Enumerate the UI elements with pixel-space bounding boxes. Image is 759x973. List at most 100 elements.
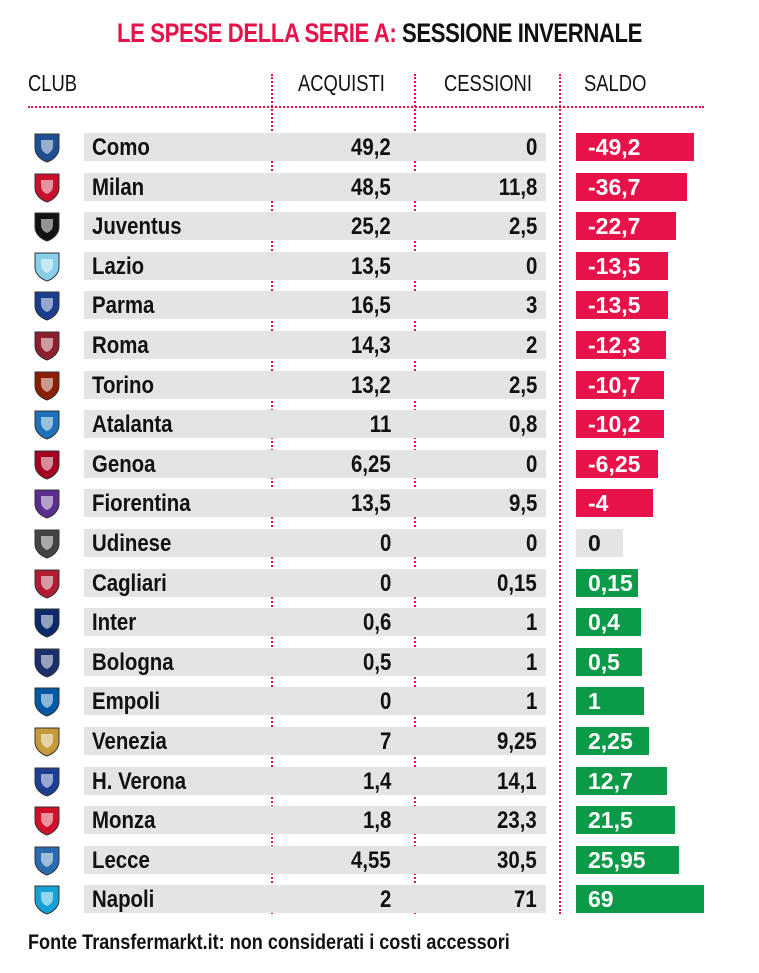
cessioni-value: 0 — [525, 450, 537, 478]
row-band — [84, 370, 546, 399]
cessioni-value: 1 — [525, 609, 537, 637]
club-crest-icon — [34, 529, 60, 559]
acquisti-value: 48,5 — [351, 173, 391, 201]
club-name: Parma — [92, 292, 155, 320]
acquisti-value: 2 — [379, 886, 391, 914]
row-band — [84, 568, 546, 597]
acquisti-value: 25,2 — [351, 213, 391, 241]
table-row: Parma 16,5 3 -13,5 — [0, 291, 759, 321]
saldo-bar: -22,7 — [576, 212, 676, 241]
club-name: Genoa — [92, 450, 156, 478]
row-band — [84, 291, 546, 320]
club-crest-icon — [34, 331, 60, 361]
table-row: Monza 1,8 23,3 21,5 — [0, 806, 759, 836]
cessioni-value: 30,5 — [497, 846, 537, 874]
acquisti-value: 1,4 — [362, 767, 391, 795]
club-name: Atalanta — [92, 411, 173, 439]
saldo-bar: 69 — [576, 885, 704, 914]
club-crest-icon — [34, 806, 60, 836]
club-crest-icon — [34, 371, 60, 401]
club-name: Torino — [92, 371, 154, 399]
saldo-bar: 0 — [576, 529, 623, 557]
saldo-bar: -12,3 — [576, 331, 666, 359]
club-crest-icon — [34, 727, 60, 757]
row-band — [84, 133, 546, 161]
table-row: Atalanta 11 0,8 -10,2 — [0, 410, 759, 440]
club-crest-icon — [34, 291, 60, 321]
acquisti-value: 4,55 — [351, 846, 391, 874]
table-row: Fiorentina 13,5 9,5 -4 — [0, 489, 759, 519]
table-row: Lazio 13,5 0 -13,5 — [0, 251, 759, 282]
club-name: Roma — [92, 332, 149, 359]
acquisti-value: 0 — [379, 530, 391, 557]
cessioni-value: 0 — [525, 530, 537, 557]
table-row: Genoa 6,25 0 -6,25 — [0, 449, 759, 480]
club-name: Lecce — [92, 846, 150, 874]
cessioni-value: 2 — [525, 332, 537, 359]
row-band — [84, 331, 546, 359]
club-name: Napoli — [92, 886, 155, 914]
table-row: H. Verona 1,4 14,1 12,7 — [0, 766, 759, 797]
row-band — [84, 885, 546, 914]
cessioni-value: 11,8 — [498, 173, 537, 201]
saldo-bar: 2,25 — [576, 727, 649, 755]
acquisti-value: 13,5 — [351, 252, 391, 280]
table-row: Como 49,2 0 -49,2 — [0, 133, 759, 163]
club-name: Como — [92, 134, 150, 161]
row-band — [84, 647, 546, 676]
club-name: Venezia — [92, 728, 167, 755]
club-name: Empoli — [92, 688, 161, 716]
saldo-bar: -36,7 — [576, 172, 687, 201]
cessioni-value: 0 — [525, 252, 537, 280]
page-title: LE SPESE DELLA SERIE A: SESSIONE INVERNA… — [68, 18, 690, 49]
row-band — [84, 845, 546, 874]
table-row: Roma 14,3 2 -12,3 — [0, 331, 759, 361]
row-band — [84, 687, 546, 716]
table-row: Bologna 0,5 1 0,5 — [0, 647, 759, 678]
club-crest-icon — [34, 687, 60, 717]
cessioni-value: 1 — [525, 648, 537, 676]
club-name: Bologna — [92, 648, 174, 676]
header-saldo: SALDO — [584, 70, 647, 96]
club-name: Cagliari — [92, 569, 167, 597]
club-name: Fiorentina — [92, 490, 191, 518]
row-band — [84, 449, 546, 478]
cessioni-value: 71 — [514, 886, 537, 914]
saldo-bar: -10,7 — [576, 370, 664, 399]
acquisti-value: 7 — [379, 728, 391, 755]
saldo-bar: -49,2 — [576, 133, 694, 161]
row-band — [84, 172, 546, 201]
source-note: Fonte Transfermarkt.it: non considerati … — [28, 931, 510, 954]
table-row: Cagliari 0 0,15 0,15 — [0, 568, 759, 599]
club-name: H. Verona — [92, 767, 187, 795]
row-band — [84, 727, 546, 755]
acquisti-value: 0 — [379, 569, 391, 597]
acquisti-value: 1,8 — [362, 807, 391, 835]
saldo-bar: 0,5 — [576, 647, 642, 676]
row-band — [84, 766, 546, 795]
cessioni-value: 9,25 — [497, 728, 537, 755]
saldo-bar: 0,4 — [576, 608, 641, 637]
cessioni-value: 23,3 — [497, 807, 537, 835]
cessioni-value: 0 — [525, 134, 537, 161]
saldo-bar: -6,25 — [576, 449, 658, 478]
header-divider — [28, 106, 704, 108]
club-crest-icon — [34, 489, 60, 519]
club-crest-icon — [34, 410, 60, 440]
saldo-bar: 0,15 — [576, 568, 638, 597]
club-name: Lazio — [92, 252, 145, 280]
cessioni-value: 14,1 — [497, 767, 537, 795]
club-crest-icon — [34, 450, 60, 480]
acquisti-value: 0 — [379, 688, 391, 716]
cessioni-value: 2,5 — [508, 213, 537, 241]
header-club: CLUB — [28, 70, 78, 96]
acquisti-value: 0,6 — [362, 609, 391, 637]
acquisti-value: 13,5 — [351, 490, 391, 518]
row-band — [84, 806, 546, 835]
club-name: Milan — [92, 173, 145, 201]
club-name: Juventus — [92, 213, 182, 241]
club-crest-icon — [34, 846, 60, 876]
title-part-2: SESSIONE INVERNALE — [402, 18, 642, 48]
acquisti-value: 49,2 — [351, 134, 391, 161]
acquisti-value: 13,2 — [351, 371, 391, 399]
